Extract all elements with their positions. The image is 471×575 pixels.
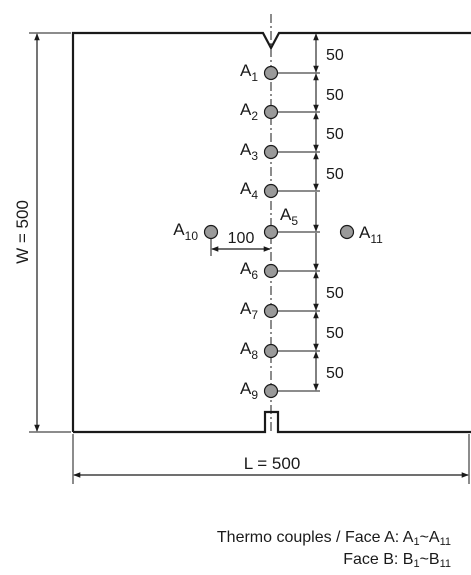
caption-face-b: Face B: B1~B11 (343, 551, 451, 570)
thermocouple-label: A3 (240, 140, 258, 163)
thermocouple-dot (263, 183, 279, 199)
offset-dimension-label: 100 (228, 230, 255, 247)
thermocouple-a6: A6 (240, 259, 320, 282)
spacing-dimension-label: 50 (326, 285, 344, 302)
thermocouple-dot (263, 144, 279, 160)
thermocouple-a8: A8 (240, 339, 320, 362)
caption-face-a: Thermo couples / Face A: A1~A11 (216, 529, 451, 548)
thermocouple-a4: A4 (240, 179, 320, 202)
thermocouple-dot (263, 263, 279, 279)
thermocouple-a11: A11 (339, 223, 383, 246)
thermocouple-a1: A1 (240, 61, 320, 84)
thermocouple-dot (263, 303, 279, 319)
width-dimension-label: W = 500 (13, 200, 32, 264)
thermocouple-a5: A5 (263, 205, 320, 240)
length-dimension-label: L = 500 (244, 454, 301, 473)
spacing-dimension-layer: 50 50 50 50 50 50 50 (313, 33, 344, 391)
thermocouple-label: A8 (240, 339, 258, 362)
thermocouple-label: A1 (240, 61, 258, 84)
thermocouple-a2: A2 (240, 100, 320, 123)
thermocouple-label: A9 (240, 379, 258, 402)
thermocouple-label: A11 (359, 223, 383, 246)
thermocouple-label: A10 (173, 220, 198, 243)
thermocouple-a7: A7 (240, 299, 320, 322)
thermocouple-dot (263, 343, 279, 359)
thermocouple-dot (263, 104, 279, 120)
spacing-dimension-label: 50 (326, 87, 344, 104)
thermocouple-dot (263, 383, 279, 399)
thermocouple-label: A4 (240, 179, 258, 202)
thermocouple-dot (263, 224, 279, 240)
spacing-dimension-label: 50 (326, 166, 344, 183)
thermocouple-label: A2 (240, 100, 258, 123)
thermocouple-label: A5 (280, 205, 298, 228)
thermocouple-dot (203, 224, 219, 240)
thermocouple-label: A7 (240, 299, 258, 322)
spacing-dimension-label: 50 (326, 47, 344, 64)
spacing-dimension-label: 50 (326, 365, 344, 382)
thermocouple-a9: A9 (240, 379, 320, 402)
spacing-dimension-label: 50 (326, 325, 344, 342)
thermocouple-layer: A1 A2 A3 A4 A5 A6 A7 A8 A9 A10 A11 (173, 61, 383, 402)
thermocouple-label: A6 (240, 259, 258, 282)
spacing-dimension-label: 50 (326, 126, 344, 143)
thermocouple-dot (339, 224, 355, 240)
thermocouple-a10: A10 (173, 220, 219, 243)
thermocouple-dot (263, 65, 279, 81)
thermocouple-a3: A3 (240, 140, 320, 163)
